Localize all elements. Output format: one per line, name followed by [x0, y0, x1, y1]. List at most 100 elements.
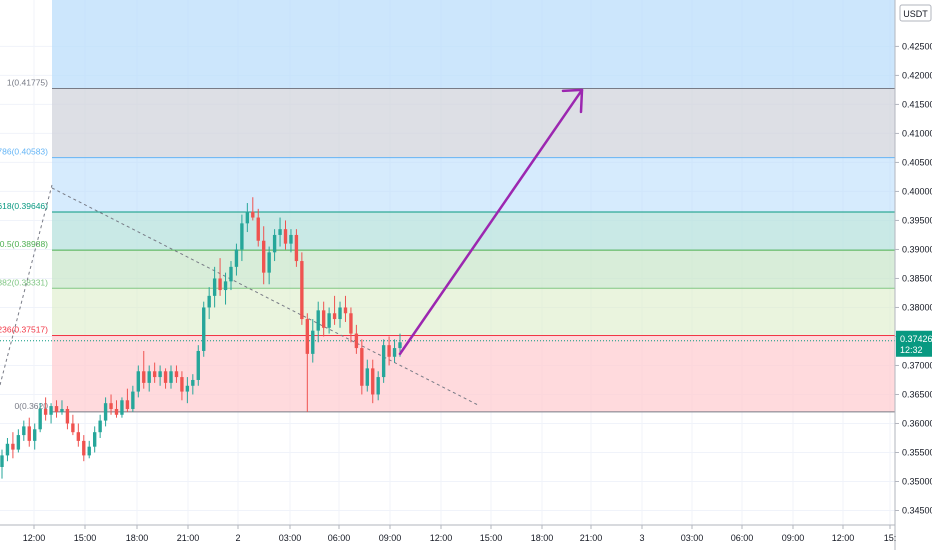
price-tick-label: 0.40000: [902, 186, 932, 196]
time-tick-label: 06:00: [731, 533, 754, 543]
candle-body: [218, 278, 222, 291]
candle-body: [43, 408, 48, 415]
candle-body: [16, 435, 21, 450]
price-tick-label: 0.35500: [902, 447, 932, 457]
price-tick-label: 0.42500: [902, 41, 932, 51]
fib-zone: [52, 88, 895, 158]
candle-body: [283, 229, 288, 244]
price-tick-label: 0.39500: [902, 215, 932, 225]
fib-zone: [52, 335, 895, 412]
time-tick-label: 21:00: [580, 533, 603, 543]
time-tick-label: 15:00: [74, 533, 97, 543]
candle-body: [202, 307, 206, 351]
candle-body: [311, 330, 315, 354]
candle-body: [65, 408, 70, 424]
time-tick-label: 21:00: [177, 533, 200, 543]
candle-body: [60, 408, 64, 412]
candle-body: [142, 371, 146, 383]
time-tick-label: 03:00: [279, 533, 302, 543]
candle-body: [327, 313, 331, 328]
candle-body: [392, 348, 397, 357]
time-tick-label: 15:: [884, 533, 897, 543]
fibonacci-levels: 1(0.41775) 0.786(0.40583) 0.618(0.39646) 0.…: [0, 77, 895, 413]
candle-body: [289, 234, 293, 244]
candle-body: [33, 429, 37, 441]
time-tick-label: 12:00: [23, 533, 46, 543]
arrow-annotation: [398, 88, 584, 356]
candle-body: [152, 371, 157, 378]
candle-body: [338, 307, 342, 320]
candle-body: [321, 310, 326, 328]
candle-body: [103, 403, 108, 421]
candle-body: [354, 333, 359, 349]
time-tick-label: 12:00: [430, 533, 453, 543]
candle-body: [98, 420, 102, 433]
candle-body: [169, 371, 173, 383]
trend-line-dashed: [0, 184, 53, 386]
price-tick-label: 0.34500: [902, 505, 932, 515]
fib-level-label: 0(0.3620: [14, 401, 48, 411]
candle-body: [300, 261, 304, 320]
time-tick-label: 3: [639, 533, 644, 543]
fib-zone: [52, 288, 895, 336]
candle-body: [272, 234, 277, 253]
candle-body: [191, 379, 195, 386]
currency-badge[interactable]: [899, 4, 932, 22]
candle-body: [49, 406, 53, 415]
trend-line-dashed: [51, 187, 479, 406]
candle-body: [147, 371, 151, 383]
candle-body: [76, 432, 81, 441]
fib-level-label: 0.382(0.38331): [0, 277, 48, 287]
candle-body: [38, 408, 42, 430]
candle-body: [294, 234, 299, 262]
candle-body: [212, 278, 217, 296]
price-tick-label: 0.41000: [902, 128, 932, 138]
candle-body: [360, 348, 364, 386]
candle-body: [229, 266, 233, 282]
candle-body: [0, 455, 4, 467]
price-tick-label: 0.40500: [902, 157, 932, 167]
fib-zone: [52, 157, 895, 212]
current-price-label: 0.37426: [900, 334, 932, 344]
candle-body: [5, 443, 10, 456]
candle-body: [11, 443, 15, 450]
price-tick-label: 0.35000: [902, 476, 932, 486]
candle-body: [256, 217, 260, 241]
time-tick-label: 18:00: [531, 533, 554, 543]
candle-body: [158, 371, 162, 378]
candle-body: [251, 211, 255, 218]
candle-body: [387, 345, 391, 357]
candle-body: [240, 223, 244, 250]
time-tick-label: 09:00: [379, 533, 402, 543]
candle-body: [185, 385, 190, 392]
currency-label: USDT: [903, 9, 928, 19]
candle-body: [114, 408, 119, 415]
trend-lines: [0, 184, 479, 406]
candle-body: [316, 310, 320, 331]
candle-body: [349, 313, 353, 334]
arrow-head: [561, 88, 584, 114]
candle-body: [22, 426, 26, 436]
time-tick-label: 09:00: [782, 533, 805, 543]
arrow-shaft: [398, 88, 584, 356]
fib-zone: [52, 0, 895, 89]
candle-body: [262, 240, 266, 273]
candle-body: [92, 432, 97, 447]
candle-body: [196, 350, 200, 380]
candle-body: [136, 371, 140, 392]
candle-body: [87, 446, 91, 456]
candle-body: [381, 345, 386, 378]
candle-body: [223, 281, 228, 291]
price-tick-label: 0.36500: [902, 389, 932, 399]
candle-body: [398, 342, 402, 349]
candle-body: [267, 252, 271, 273]
candle-body: [245, 211, 250, 224]
candle-body: [109, 403, 113, 409]
price-axis[interactable]: 0.42500 0.42000 0.41500 0.41000 0.40500 0.400…: [894, 0, 932, 550]
candle-body: [54, 406, 59, 412]
candle-body: [125, 400, 130, 409]
time-axis[interactable]: 12:00 15:00 18:00 21:00 2 03:00 06:00 09:00 12:0…: [0, 524, 897, 543]
candle-body: [332, 313, 337, 320]
